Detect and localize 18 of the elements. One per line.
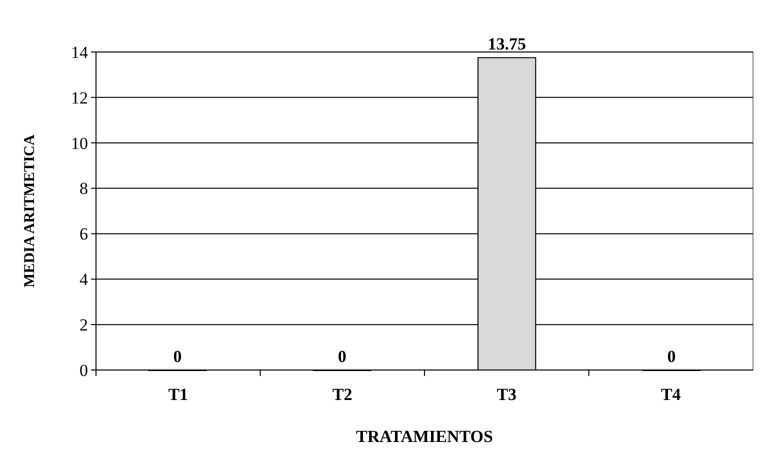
data-label: 0 xyxy=(338,347,346,366)
data-label: 0 xyxy=(173,347,182,366)
x-tick-label: T4 xyxy=(660,385,682,404)
y-tick-label: 8 xyxy=(80,179,88,198)
data-label: 0 xyxy=(667,347,676,366)
x-axis-title: TRATAMIENTOS xyxy=(356,427,493,446)
data-label: 13.75 xyxy=(488,34,526,54)
x-tick-label: T2 xyxy=(332,385,352,404)
y-tick-label: 12 xyxy=(71,88,88,108)
y-tick-label: 14 xyxy=(71,42,88,62)
y-tick-label: 4 xyxy=(80,270,88,290)
y-tick-label: 2 xyxy=(80,316,88,335)
x-tick-label: T3 xyxy=(496,385,517,404)
y-axis-title: MEDIA ARITMETICA xyxy=(22,134,38,288)
y-tick-label: 6 xyxy=(80,224,88,244)
y-tick-label: 0 xyxy=(80,360,88,380)
y-tick-label: 10 xyxy=(71,134,88,153)
x-tick-label: T1 xyxy=(168,385,188,404)
